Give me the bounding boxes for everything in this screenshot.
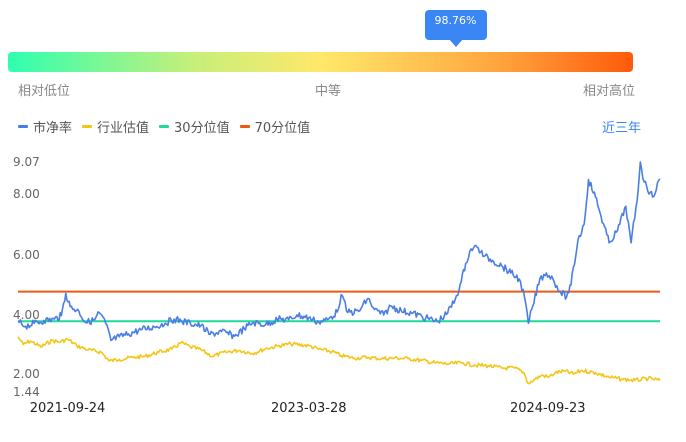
x-tick-label: 2023-03-28 [271, 401, 347, 416]
y-tick-label: 2.00 [13, 367, 40, 381]
x-tick-label: 2021-09-24 [30, 401, 106, 416]
x-tick-label: 2024-09-23 [510, 401, 586, 416]
legend-swatch-icon [18, 125, 28, 128]
legend-label-p70: 70分位值 [254, 121, 311, 136]
percentile-bubble: 98.76% [424, 10, 487, 47]
series-line-industry [17, 336, 661, 385]
legend-swatch-icon [239, 125, 250, 128]
legend-item-p30[interactable]: 30分位值 [159, 117, 230, 136]
y-tick-label: 9.07 [13, 155, 40, 169]
legend-label-industry: 行业估值 [97, 121, 150, 136]
y-tick-label: 8.00 [13, 187, 40, 201]
series-line-pb [17, 161, 661, 342]
chart-legend: 市净率 行业估值 30分位值 70分位值 [18, 117, 320, 136]
range-selector-button[interactable]: 近三年 [601, 121, 641, 136]
legend-label-pb: 市净率 [33, 121, 73, 136]
gauge-low-label: 相对低位 [18, 84, 71, 99]
legend-item-p70[interactable]: 70分位值 [239, 117, 311, 136]
y-tick-label: 1.44 [13, 385, 40, 399]
legend-label-p30: 30分位值 [174, 121, 230, 136]
legend-swatch-icon [82, 125, 93, 128]
y-tick-label: 4.00 [13, 308, 40, 322]
gauge-mid-label: 中等 [315, 84, 342, 99]
percentile-value: 98.76% [434, 14, 477, 27]
percentile-gauge-bar [8, 52, 633, 72]
legend-swatch-icon [159, 125, 170, 128]
legend-item-pb[interactable]: 市净率 [18, 117, 72, 136]
legend-item-industry[interactable]: 行业估值 [82, 117, 149, 136]
bubble-pointer-icon [448, 39, 463, 47]
gauge-high-label: 相对高位 [583, 84, 636, 99]
y-tick-label: 6.00 [13, 248, 40, 262]
